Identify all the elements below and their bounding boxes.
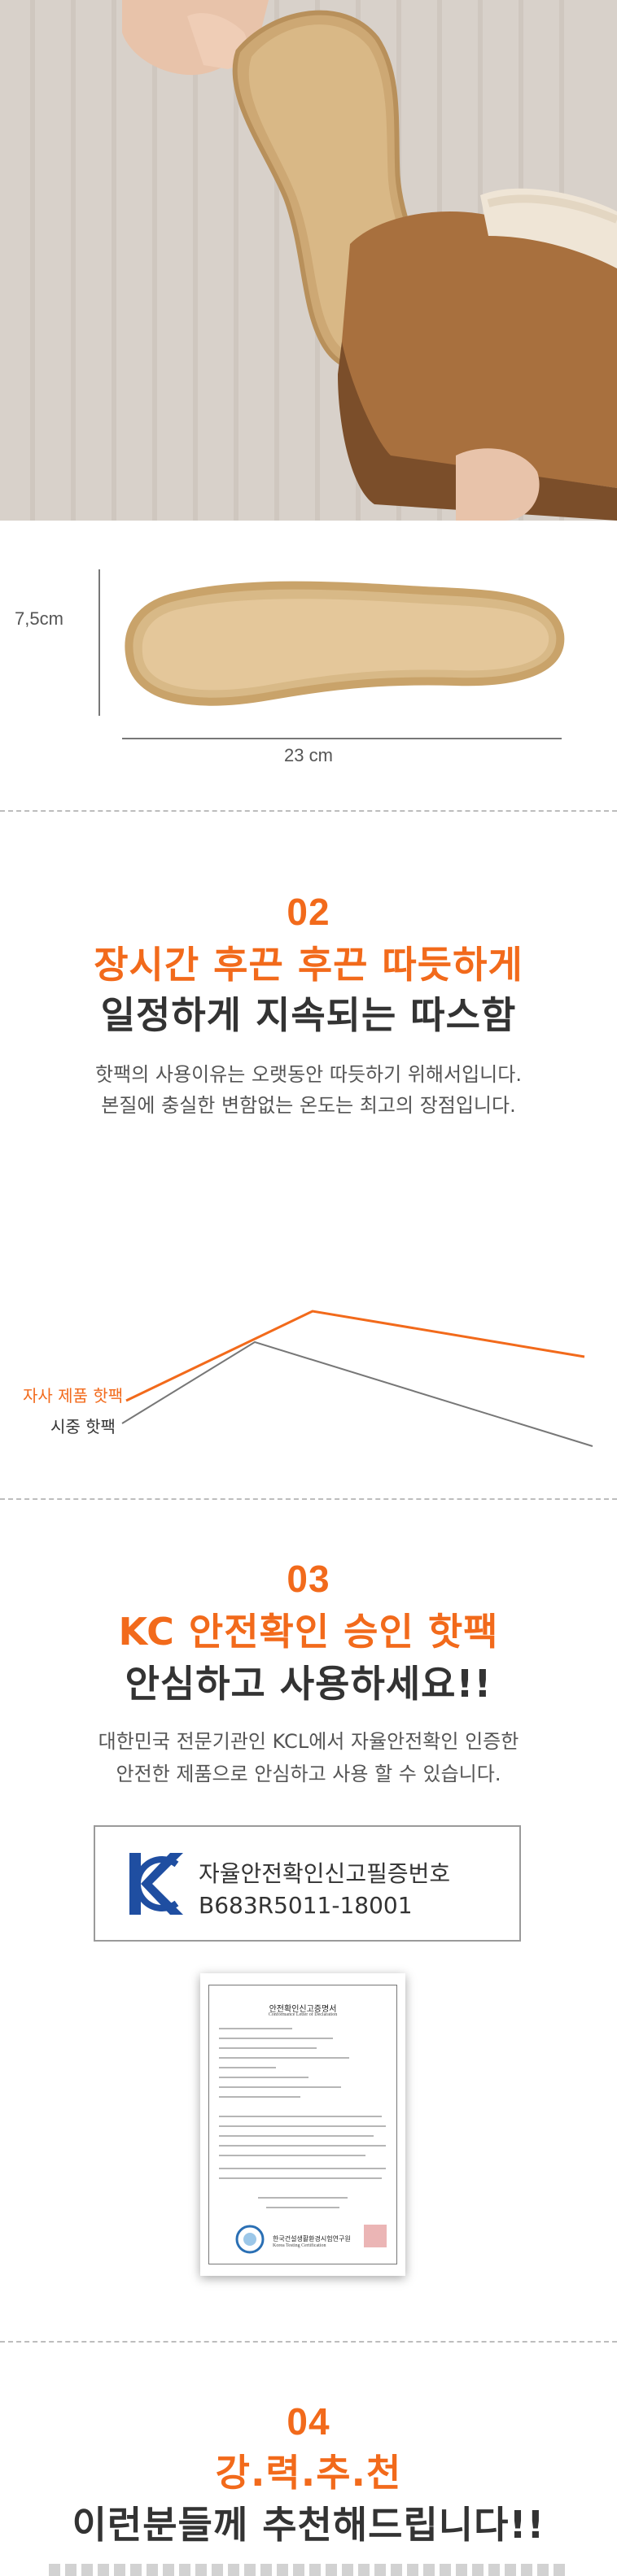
certificate-text-line: [219, 2125, 386, 2127]
section-headline: 강.력.추.천: [215, 2451, 402, 2495]
certificate-text-line: [219, 2047, 317, 2049]
section-headline: 장시간 후끈 후끈 따듯하게: [94, 943, 523, 987]
certificate-text-line: [219, 2155, 365, 2156]
certificate-text-line: [266, 2207, 339, 2208]
height-label: 7,5cm: [15, 608, 63, 629]
section-divider: [0, 1498, 617, 1500]
kc-certificate-number: B683R5011-18001: [199, 1892, 413, 1919]
section-subheadline: 이런분들께 추천해드립니다!!: [72, 2503, 545, 2547]
insole-flat-image: [125, 581, 565, 706]
certificate-issuer-english: Korea Testing Certification: [273, 2243, 326, 2248]
kc-mark-icon: [129, 1853, 183, 1915]
certificate-text-line: [219, 2038, 333, 2039]
certificate-text-line: [219, 2177, 382, 2179]
certification-seal-icon: [235, 2225, 265, 2254]
certificate-text-line: [219, 2116, 382, 2117]
certificate-text-line: [219, 2096, 300, 2098]
legend-own-product: 자사 제품 핫팩: [23, 1386, 124, 1406]
section-number: 02: [287, 891, 330, 933]
width-label: 23 cm: [284, 745, 333, 765]
certificate-title: 안전확인신고증명서: [269, 2005, 337, 2014]
section-subheadline: 일정하게 지속되는 따스함: [100, 993, 517, 1037]
certificate-text-line: [219, 2057, 349, 2059]
legend-market-product: 시중 핫팩: [50, 1417, 116, 1436]
kc-certification-box: 자율안전확인신고필증번호 B683R5011-18001: [94, 1825, 521, 1942]
section-description-line: 대한민국 전문기관인 KCL에서 자율안전확인 인증한: [98, 1730, 519, 1753]
series-line-market: [121, 1340, 593, 1447]
insole-in-boot-photo: [0, 0, 617, 521]
certificate-text-line: [219, 2135, 374, 2137]
section-divider: [0, 810, 617, 812]
certificate-text-line: [258, 2197, 348, 2199]
certificate-issuer: 한국건설생활환경시험연구원: [273, 2235, 351, 2243]
section-subheadline: 안심하고 사용하세요!!: [125, 1662, 492, 1706]
certificate-text-line: [219, 2028, 292, 2029]
section-description-line: 본질에 충실한 변함없는 온도는 최고의 장점입니다.: [101, 1094, 516, 1117]
certificate-text-line: [219, 2086, 341, 2088]
certificate-text-line: [219, 2145, 386, 2147]
certificate-text-line: [219, 2077, 308, 2078]
certificate-document-image: 안전확인신고증명서 Conformance Letter of Declarat…: [200, 1973, 405, 2276]
series-line-own: [125, 1310, 585, 1402]
section-headline: KC 안전확인 승인 핫팩: [118, 1610, 499, 1654]
cropped-text-line: [49, 2564, 570, 2576]
section-description-line: 안전한 제품으로 안심하고 사용 할 수 있습니다.: [116, 1763, 501, 1785]
kc-certificate-title: 자율안전확인신고필증번호: [199, 1860, 451, 1887]
section-description-line: 핫팩의 사용이유는 오랫동안 따듯하기 위해서입니다.: [95, 1063, 522, 1086]
insole-size-diagram: [98, 569, 565, 739]
certificate-text-line: [219, 2168, 386, 2169]
red-stamp-icon: [364, 2225, 387, 2247]
certificate-subtitle: Conformance Letter of Declaration: [268, 2012, 338, 2017]
hero-photo: [0, 0, 617, 521]
temperature-comparison-chart: [121, 1310, 593, 1447]
section-divider: [0, 2341, 617, 2343]
certificate-text-line: [219, 2067, 276, 2068]
section-number: 04: [287, 2400, 330, 2443]
section-number: 03: [287, 1558, 330, 1600]
certificate-border: 안전확인신고증명서 Conformance Letter of Declarat…: [208, 1985, 397, 2264]
